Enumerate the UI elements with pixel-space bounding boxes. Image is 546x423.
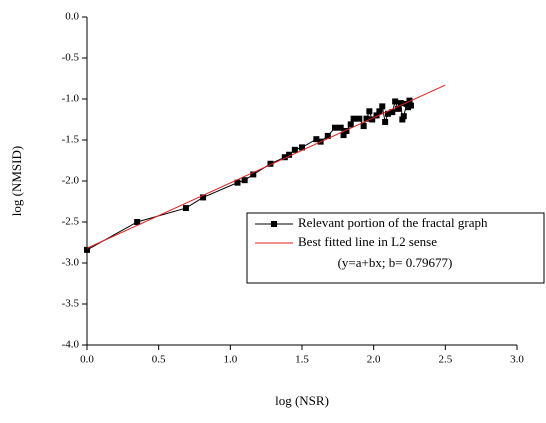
legend-label: Best fitted line in L2 sense xyxy=(298,234,437,249)
data-point xyxy=(299,144,305,151)
y-tick-label: -4.0 xyxy=(62,339,80,351)
data-point xyxy=(392,98,399,105)
data-point xyxy=(337,124,344,131)
data-point xyxy=(267,160,274,167)
data-point xyxy=(382,118,389,125)
data-point xyxy=(331,124,338,131)
legend-box xyxy=(246,212,545,284)
data-point xyxy=(385,110,391,117)
data-point xyxy=(291,146,298,153)
x-tick-label: 0.0 xyxy=(80,354,94,366)
data-point xyxy=(360,123,367,130)
data-point xyxy=(373,112,380,119)
data-point xyxy=(250,171,257,178)
data-point xyxy=(363,115,370,122)
data-point xyxy=(366,108,373,115)
data-point xyxy=(200,194,207,201)
x-axis-title: log (NSR) xyxy=(275,393,329,408)
y-axis-title: log (NMSID) xyxy=(9,146,24,216)
data-point xyxy=(403,100,410,107)
data-point xyxy=(397,100,404,107)
y-tick-label: 0.0 xyxy=(65,11,79,23)
data-point xyxy=(395,105,402,112)
x-tick-label: 0.5 xyxy=(152,354,166,366)
data-point xyxy=(399,116,406,123)
x-tick-label: 1.0 xyxy=(223,354,237,366)
data-point xyxy=(369,116,376,123)
data-point xyxy=(407,102,414,109)
x-tick-label: 3.0 xyxy=(510,354,524,366)
y-tick-label: -2.5 xyxy=(62,216,80,228)
y-tick-label: -1.5 xyxy=(62,134,80,146)
data-point xyxy=(234,179,241,186)
data-point xyxy=(343,127,350,134)
data-point xyxy=(286,151,293,158)
annotation: (y=a+bx; b= 0.79677) xyxy=(338,255,453,270)
data-point xyxy=(340,132,347,139)
y-tick-label: -1.0 xyxy=(62,93,80,105)
data-point xyxy=(134,219,141,225)
data-point xyxy=(400,113,407,120)
x-tick-label: 1.5 xyxy=(295,354,309,366)
legend-marker xyxy=(271,221,277,227)
data-point xyxy=(406,97,413,104)
data-point xyxy=(356,115,363,122)
series-line xyxy=(86,84,446,249)
y-tick-label: -2.0 xyxy=(62,175,80,187)
data-point xyxy=(347,121,354,128)
data-point xyxy=(389,109,396,116)
y-tick-label: -0.5 xyxy=(62,52,80,64)
y-tick-label: -3.0 xyxy=(62,257,80,269)
x-tick-label: 2.0 xyxy=(367,354,381,366)
x-tick-label: 2.5 xyxy=(438,354,452,366)
data-point xyxy=(379,103,386,110)
data-point xyxy=(313,136,320,143)
data-point xyxy=(350,115,357,122)
data-point xyxy=(376,108,383,115)
legend-label: Relevant portion of the fractal graph xyxy=(298,215,488,230)
data-point xyxy=(84,246,90,253)
data-point xyxy=(281,154,288,161)
data-point xyxy=(182,205,189,212)
y-tick-label: -3.5 xyxy=(62,298,80,310)
data-point xyxy=(241,177,248,184)
data-point xyxy=(324,132,331,139)
